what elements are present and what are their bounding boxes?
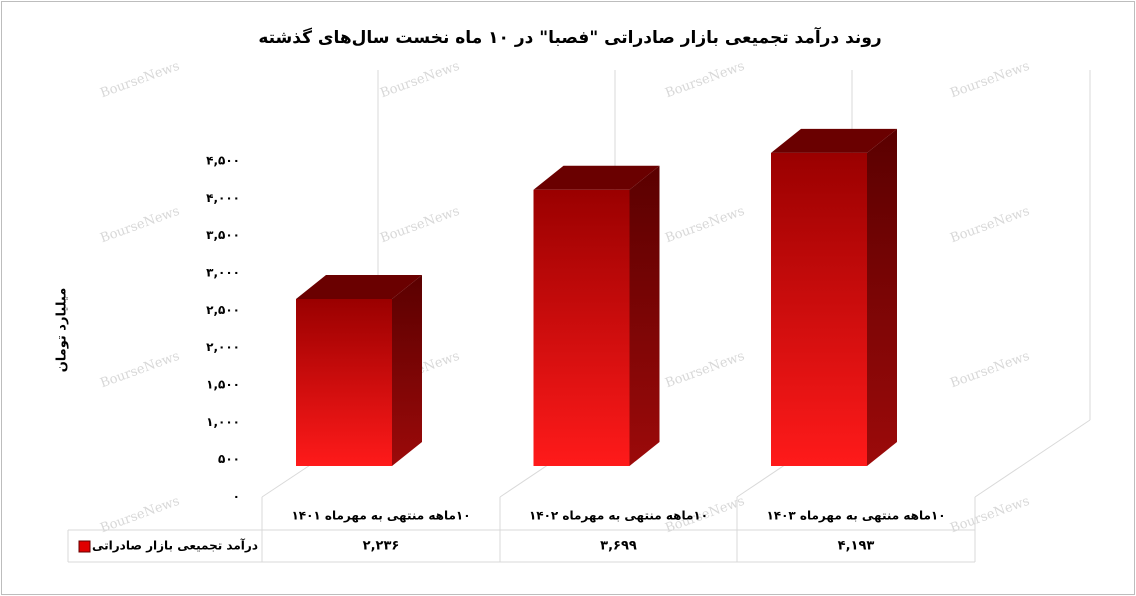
bar-top: [533, 165, 660, 190]
bar-top: [771, 128, 897, 153]
table-grid: [67, 497, 976, 563]
chart-title: روند درآمد تجمیعی بازار صادراتی "فصبا" د…: [258, 26, 881, 48]
legend-label: درآمد تجمیعی بازار صادراتی: [92, 538, 258, 553]
x-tick-label: ۱۰ماهه منتهی به مهرماه ۱۴۰۱: [291, 509, 470, 523]
x-tick-label: ۱۰ماهه منتهی به مهرماه ۱۴۰۳: [766, 509, 945, 523]
y-tick-label: ۳,۰۰۰: [206, 266, 240, 280]
legend-swatch: [78, 540, 91, 553]
y-tick-label: ۴,۵۰۰: [206, 154, 240, 168]
y-tick-label: ۲,۰۰۰: [206, 340, 240, 354]
bar-top: [296, 275, 422, 300]
table-value: ۳,۶۹۹: [600, 539, 637, 554]
y-tick-label: ۴,۰۰۰: [206, 191, 240, 205]
y-tick-label: ۱,۰۰۰: [206, 415, 240, 429]
y-tick-label: ۳,۵۰۰: [206, 228, 240, 242]
bar: [533, 165, 660, 467]
table-value: ۲,۲۳۶: [363, 539, 400, 554]
bar-side: [867, 128, 897, 466]
bar-front: [533, 189, 630, 467]
y-tick-label: ۱,۵۰۰: [206, 378, 240, 392]
bar-front: [296, 299, 392, 466]
y-tick-label: ۵۰۰: [218, 452, 240, 466]
bar-side: [629, 165, 660, 467]
bar-side: [392, 275, 422, 466]
y-tick-label: ۲,۵۰۰: [206, 303, 240, 317]
bar-front: [771, 152, 867, 466]
bar: [771, 128, 897, 466]
y-tick-label: ۰: [233, 490, 240, 504]
y-axis-label: میلیارد تومان: [55, 288, 70, 373]
table-value: ۴,۱۹۳: [838, 539, 875, 554]
bar: [296, 275, 422, 466]
x-tick-label: ۱۰ماهه منتهی به مهرماه ۱۴۰۲: [529, 509, 708, 523]
